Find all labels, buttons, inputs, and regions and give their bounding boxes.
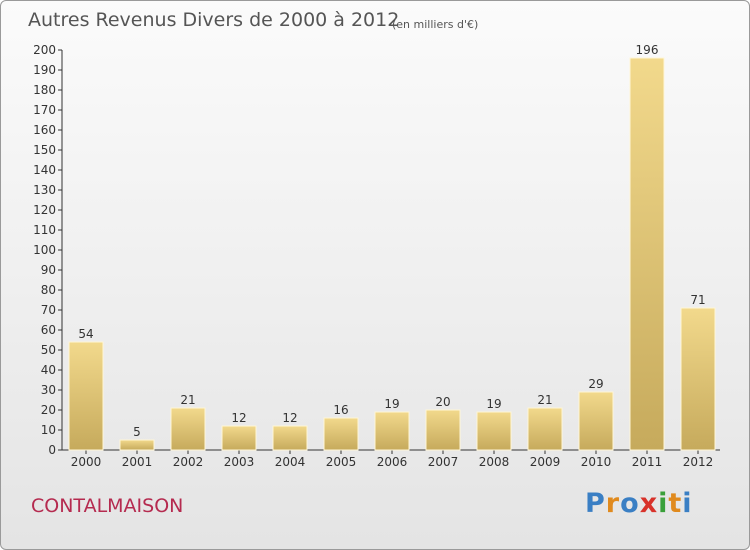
y-tick-label: 160 <box>33 123 56 137</box>
bar <box>221 425 257 451</box>
y-tick-label: 0 <box>48 443 56 457</box>
data-label: 21 <box>180 393 195 407</box>
x-tick-label: 2011 <box>632 455 663 469</box>
logo-letter: r <box>605 488 621 519</box>
bar <box>527 407 563 451</box>
x-tick-label: 2003 <box>224 455 255 469</box>
bar <box>578 391 614 451</box>
y-tick-label: 140 <box>33 163 56 177</box>
bar <box>476 411 512 451</box>
y-tick-label: 190 <box>33 63 56 77</box>
data-label: 12 <box>231 411 246 425</box>
bar <box>170 407 206 451</box>
x-tick-label: 2002 <box>173 455 204 469</box>
y-tick-label: 200 <box>33 43 56 57</box>
bar <box>425 409 461 451</box>
y-tick-label: 170 <box>33 103 56 117</box>
bar <box>680 307 716 451</box>
y-tick-label: 20 <box>41 403 56 417</box>
commune-name: CONTALMAISON <box>31 495 184 517</box>
x-tick-label: 2005 <box>326 455 357 469</box>
data-label: 12 <box>282 411 297 425</box>
data-label: 16 <box>333 403 348 417</box>
chart-subtitle: (en milliers d'€) <box>392 18 479 31</box>
bar <box>119 439 155 451</box>
y-tick-label: 100 <box>33 243 56 257</box>
chart-title: Autres Revenus Divers de 2000 à 2012 <box>28 9 400 31</box>
y-tick-label: 10 <box>41 423 56 437</box>
y-tick-label: 60 <box>41 323 56 337</box>
bar <box>374 411 410 451</box>
bar <box>629 57 665 451</box>
y-tick-label: 80 <box>41 283 56 297</box>
x-tick-label: 2008 <box>479 455 510 469</box>
x-tick-label: 2006 <box>377 455 408 469</box>
logo-letter: i <box>682 488 693 519</box>
data-label: 71 <box>690 293 705 307</box>
y-tick-label: 180 <box>33 83 56 97</box>
logo-letter: P <box>585 488 606 519</box>
x-tick-label: 2000 <box>71 455 102 469</box>
bars <box>68 57 716 451</box>
y-tick-label: 110 <box>33 223 56 237</box>
y-tick-label: 70 <box>41 303 56 317</box>
x-tick-label: 2004 <box>275 455 306 469</box>
proxiti-logo: Proxiti <box>585 488 693 519</box>
data-label: 21 <box>537 393 552 407</box>
y-tick-label: 90 <box>41 263 56 277</box>
logo-letter: o <box>620 488 640 519</box>
data-label: 19 <box>384 397 399 411</box>
y-tick-label: 40 <box>41 363 56 377</box>
data-label: 29 <box>588 377 603 391</box>
x-tick-label: 2012 <box>683 455 714 469</box>
logo-letter: x <box>639 488 659 519</box>
x-tick-label: 2009 <box>530 455 561 469</box>
bar <box>323 417 359 451</box>
logo-letter: i <box>658 488 669 519</box>
x-tick-label: 2007 <box>428 455 459 469</box>
logo-letter: t <box>668 488 683 519</box>
bar <box>68 341 104 451</box>
data-label: 5 <box>133 425 141 439</box>
bar <box>272 425 308 451</box>
x-tick-label: 2001 <box>122 455 153 469</box>
x-tick-label: 2010 <box>581 455 612 469</box>
data-label: 19 <box>486 397 501 411</box>
y-tick-label: 130 <box>33 183 56 197</box>
data-label: 20 <box>435 395 450 409</box>
axes: 0 10 20 30 40 50 60 70 80 90 100 110 120 130 140 150 160… <box>33 43 720 457</box>
y-tick-label: 30 <box>41 383 56 397</box>
data-label: 54 <box>78 327 93 341</box>
y-tick-label: 120 <box>33 203 56 217</box>
data-label: 196 <box>636 43 659 57</box>
y-tick-label: 50 <box>41 343 56 357</box>
labels: 2000 54 2001 5 2002 21 2003 12 2004 12 2005 16 2006 1… <box>71 43 714 469</box>
y-tick-label: 150 <box>33 143 56 157</box>
